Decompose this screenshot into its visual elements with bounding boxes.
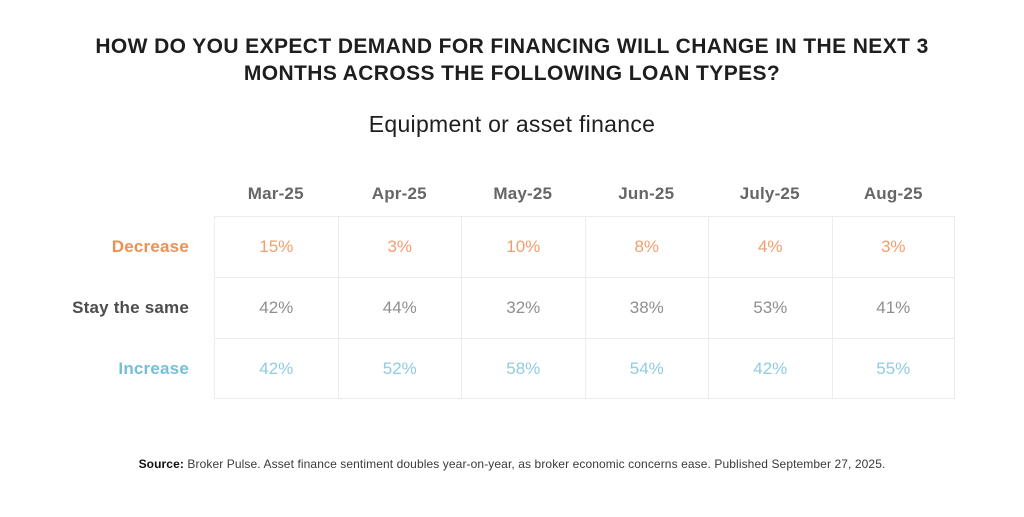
table-cell-same-jun: 38% (584, 277, 708, 338)
table-cell-decrease-may: 10% (461, 216, 585, 277)
table-cell-increase-apr: 52% (337, 338, 461, 399)
table-cell-same-may: 32% (461, 277, 585, 338)
table-cell-decrease-jun: 8% (584, 216, 708, 277)
column-header-jun-25: Jun-25 (618, 184, 675, 203)
source-text: Broker Pulse. Asset finance sentiment do… (183, 457, 886, 471)
column-header-mar-25: Mar-25 (247, 184, 304, 203)
sentiment-table: Mar-25 Apr-25 May-25 Jun-25 July-25 Aug-… (0, 172, 955, 399)
table-cell-increase-mar: 42% (214, 338, 338, 399)
table-cell-decrease-july: 4% (708, 216, 832, 277)
column-header-apr-25: Apr-25 (371, 184, 427, 203)
table-cell-decrease-aug: 3% (831, 216, 955, 277)
table-cell-increase-jun: 54% (584, 338, 708, 399)
table-cell-increase-may: 58% (461, 338, 585, 399)
table-cell-same-july: 53% (708, 277, 832, 338)
chart-subtitle: Equipment or asset finance (368, 111, 656, 137)
table-cell-decrease-apr: 3% (337, 216, 461, 277)
table-cell-same-mar: 42% (214, 277, 338, 338)
row-label-increase: Increase (118, 358, 189, 378)
column-header-may-25: May-25 (493, 184, 553, 203)
row-label-decrease: Decrease (111, 236, 189, 256)
row-label-stay-the-same: Stay the same (72, 297, 189, 317)
source-label: Source: (138, 457, 184, 471)
table-cell-same-aug: 41% (831, 277, 955, 338)
table-cell-increase-july: 42% (708, 338, 832, 399)
source-note: Source: Broker Pulse. Asset finance sent… (0, 457, 1024, 471)
column-header-aug-25: Aug-25 (863, 184, 923, 203)
column-header-july-25: July-25 (739, 184, 800, 203)
page-title: HOW DO YOU EXPECT DEMAND FOR FINANCING W… (95, 35, 929, 85)
table-corner-cell (0, 172, 214, 216)
table-cell-same-apr: 44% (337, 277, 461, 338)
table-cell-increase-aug: 55% (831, 338, 955, 399)
table-cell-decrease-mar: 15% (214, 216, 338, 277)
